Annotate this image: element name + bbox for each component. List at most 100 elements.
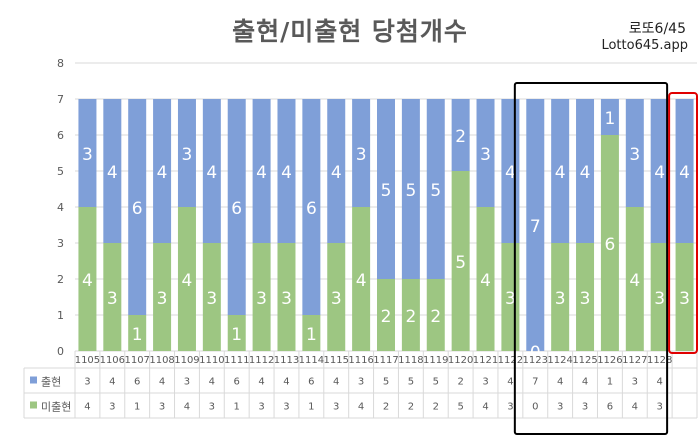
x-tick-label: 1116 bbox=[348, 355, 373, 366]
chart-title: 출현/미출현 당첨개수 bbox=[232, 17, 468, 46]
table-cell: 4 bbox=[656, 377, 662, 388]
bar-label-appeared: 4 bbox=[580, 163, 591, 183]
table-cell: 3 bbox=[283, 402, 289, 413]
x-tick-label: 1125 bbox=[572, 355, 597, 366]
bar-not-appeared bbox=[625, 207, 644, 351]
bar-label-not-appeared: 3 bbox=[107, 289, 118, 309]
x-tick-label: 1115 bbox=[324, 355, 349, 366]
bar-label-appeared: 6 bbox=[132, 199, 143, 219]
x-tick-label: 1110 bbox=[199, 355, 224, 366]
bar-appeared bbox=[128, 99, 147, 315]
x-tick-label: 1128 bbox=[647, 355, 672, 366]
table-cell: 4 bbox=[109, 377, 115, 388]
x-tick-label: 1126 bbox=[597, 355, 622, 366]
highlight-box-red bbox=[668, 92, 698, 354]
bar-not-appeared bbox=[451, 171, 470, 351]
bar-label-appeared: 4 bbox=[281, 163, 292, 183]
table-cell: 1 bbox=[234, 402, 240, 413]
table-cell: 2 bbox=[433, 402, 439, 413]
bar-not-appeared bbox=[476, 207, 495, 351]
table-cell: 3 bbox=[582, 402, 588, 413]
bar-not-appeared bbox=[302, 315, 321, 351]
y-tick-label: 2 bbox=[57, 273, 64, 286]
bar-not-appeared bbox=[78, 207, 97, 351]
table-cell: 3 bbox=[482, 377, 488, 388]
bar-label-not-appeared: 3 bbox=[580, 289, 591, 309]
bar-label-not-appeared: 3 bbox=[654, 289, 665, 309]
bar-not-appeared bbox=[426, 279, 445, 351]
table-cell: 3 bbox=[184, 377, 190, 388]
x-tick-label: 1117 bbox=[373, 355, 398, 366]
x-tick-label: 1113 bbox=[274, 355, 299, 366]
bar-appeared bbox=[551, 99, 570, 243]
bar-appeared bbox=[476, 99, 495, 207]
table-cell: 3 bbox=[557, 402, 563, 413]
table-cell: 4 bbox=[358, 402, 364, 413]
table-cell: 3 bbox=[358, 377, 364, 388]
y-tick-label: 5 bbox=[57, 165, 64, 178]
bar-label-not-appeared: 1 bbox=[231, 325, 242, 345]
table-cell: 4 bbox=[333, 377, 339, 388]
table-cell: 1 bbox=[607, 377, 613, 388]
bar-label-appeared: 2 bbox=[455, 127, 466, 147]
table-cell: 5 bbox=[383, 377, 389, 388]
bar-label-not-appeared: 1 bbox=[132, 325, 143, 345]
bar-label-not-appeared: 0 bbox=[530, 343, 541, 363]
bar-not-appeared bbox=[401, 279, 420, 351]
x-tick-label: 1121 bbox=[473, 355, 498, 366]
bar-not-appeared bbox=[576, 243, 595, 351]
x-tick-label: 1114 bbox=[299, 355, 324, 366]
bar-label-appeared: 3 bbox=[356, 145, 367, 165]
bar-label-appeared: 3 bbox=[629, 145, 640, 165]
bar-appeared bbox=[600, 99, 619, 135]
x-tick-label: 1111 bbox=[224, 355, 249, 366]
table-cell: 5 bbox=[457, 402, 463, 413]
table-cell: 4 bbox=[184, 402, 190, 413]
bar-not-appeared bbox=[153, 243, 172, 351]
bar-label-appeared: 4 bbox=[679, 163, 690, 183]
table-cell: 4 bbox=[507, 377, 513, 388]
y-tick-label: 8 bbox=[57, 57, 64, 70]
x-tick-label: 1124 bbox=[547, 355, 572, 366]
bar-label-appeared: 4 bbox=[505, 163, 516, 183]
bar-label-appeared: 5 bbox=[381, 181, 392, 201]
bar-label-not-appeared: 5 bbox=[455, 253, 466, 273]
table-cell: 1 bbox=[134, 402, 140, 413]
x-tick-label: 1123 bbox=[523, 355, 548, 366]
table-cell: 2 bbox=[408, 402, 414, 413]
table-cell: 3 bbox=[109, 402, 115, 413]
bar-label-not-appeared: 4 bbox=[629, 271, 640, 291]
bar-label-not-appeared: 2 bbox=[381, 307, 392, 327]
bar-appeared bbox=[576, 99, 595, 243]
x-tick-label: 1119 bbox=[423, 355, 448, 366]
table-cell: 3 bbox=[507, 402, 513, 413]
bar-appeared bbox=[153, 99, 172, 243]
bar-label-not-appeared: 3 bbox=[256, 289, 267, 309]
y-tick-label: 7 bbox=[57, 93, 64, 106]
table-cell: 5 bbox=[433, 377, 439, 388]
bar-not-appeared bbox=[650, 243, 669, 351]
bar-label-not-appeared: 4 bbox=[356, 271, 367, 291]
bar-label-appeared: 6 bbox=[306, 199, 317, 219]
bar-label-appeared: 3 bbox=[82, 145, 93, 165]
table-cell: 4 bbox=[557, 377, 563, 388]
bar-label-appeared: 4 bbox=[256, 163, 267, 183]
brand-url: Lotto645.app bbox=[601, 38, 688, 53]
table-row-label: 출현 bbox=[41, 376, 61, 389]
bar-label-not-appeared: 4 bbox=[182, 271, 193, 291]
table-cell: 4 bbox=[159, 377, 165, 388]
table-cell: 6 bbox=[234, 377, 240, 388]
table-cell: 4 bbox=[209, 377, 215, 388]
bar-label-not-appeared: 3 bbox=[555, 289, 566, 309]
brand-name: 로또6/45 bbox=[628, 21, 686, 37]
bar-label-appeared: 3 bbox=[182, 145, 193, 165]
table-cell: 3 bbox=[333, 402, 339, 413]
bar-not-appeared bbox=[277, 243, 296, 351]
table-cell: 6 bbox=[134, 377, 140, 388]
table-cell: 1 bbox=[308, 402, 314, 413]
bar-not-appeared bbox=[352, 207, 371, 351]
bar-not-appeared bbox=[227, 315, 246, 351]
y-tick-label: 0 bbox=[57, 345, 64, 358]
bar-appeared bbox=[675, 99, 694, 243]
table-cell: 5 bbox=[408, 377, 414, 388]
